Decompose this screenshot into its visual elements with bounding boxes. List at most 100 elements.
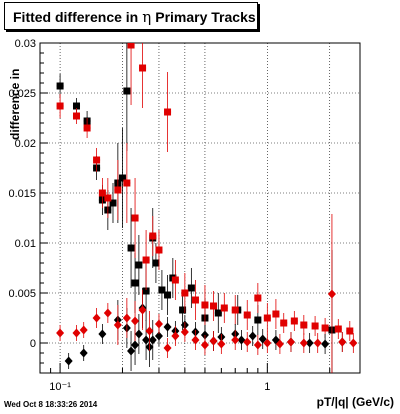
y-axis-label: difference in xyxy=(8,68,22,140)
data-point-diamond xyxy=(248,331,257,341)
data-point-square xyxy=(118,174,126,182)
data-point-diamond xyxy=(127,346,136,356)
data-point-diamond xyxy=(338,337,347,347)
data-point-square xyxy=(272,310,280,318)
data-point-square xyxy=(179,306,187,314)
data-point-diamond xyxy=(64,356,73,366)
data-point-square xyxy=(152,259,160,267)
data-point-diamond xyxy=(305,338,314,348)
y-tick-label: 0.03 xyxy=(15,38,36,50)
data-point-diamond xyxy=(299,338,308,348)
title-symbol: η xyxy=(142,8,152,26)
data-point-diamond xyxy=(180,327,189,337)
data-point-square xyxy=(300,321,308,329)
data-point-diamond xyxy=(327,289,336,299)
data-point-square xyxy=(201,301,209,309)
data-point-diamond xyxy=(243,337,252,347)
data-point-diamond xyxy=(79,348,88,358)
data-point-diamond xyxy=(79,325,88,335)
y-tick-label: 0 xyxy=(30,338,36,350)
data-point-diamond xyxy=(263,338,272,348)
data-point-square xyxy=(142,256,150,264)
data-point-diamond xyxy=(163,322,172,332)
data-point-square xyxy=(155,246,163,254)
data-point-diamond xyxy=(154,319,163,329)
data-point-square xyxy=(135,261,143,269)
data-point-square xyxy=(187,284,195,292)
y-tick-label: 0.025 xyxy=(8,88,36,100)
x-tick-label: 1 xyxy=(264,381,270,393)
data-point-square xyxy=(72,102,80,110)
data-group xyxy=(56,43,358,373)
data-point-diamond xyxy=(258,334,267,344)
data-point-diamond xyxy=(191,335,200,345)
data-point-square xyxy=(56,102,64,110)
data-point-square xyxy=(254,294,262,302)
data-point-diamond xyxy=(217,339,226,349)
data-point-square xyxy=(56,82,64,90)
data-point-square xyxy=(114,186,122,194)
data-point-square xyxy=(280,319,288,327)
data-point-diamond xyxy=(56,328,65,338)
data-point-square xyxy=(149,232,157,240)
data-point-square xyxy=(131,279,139,287)
data-point-square xyxy=(214,309,222,317)
data-point-square xyxy=(109,199,117,207)
y-tick-label: 0.01 xyxy=(15,238,36,250)
data-point-diamond xyxy=(349,338,358,348)
y-tick-label: 0.015 xyxy=(8,188,36,200)
data-point-square xyxy=(104,194,112,202)
data-point-square xyxy=(321,324,329,332)
data-point-square xyxy=(164,291,172,299)
data-point-square xyxy=(263,314,271,322)
data-point-diamond xyxy=(103,308,112,318)
y-tick-label: 0.02 xyxy=(15,138,36,150)
data-point-square xyxy=(171,276,179,284)
data-point-square xyxy=(93,156,101,164)
data-point-diamond xyxy=(237,335,246,345)
data-point-diamond xyxy=(92,313,101,323)
data-point-diamond xyxy=(142,335,151,345)
data-point-diamond xyxy=(72,328,81,338)
data-point-diamond xyxy=(171,331,180,341)
data-point-diamond xyxy=(163,343,172,353)
data-point-diamond xyxy=(200,340,209,350)
data-point-square xyxy=(210,302,218,310)
data-point-square xyxy=(346,327,354,335)
data-point-square xyxy=(131,214,139,222)
chart-title: Fitted difference in η Primary Tracks xyxy=(13,8,256,26)
data-point-diamond xyxy=(148,335,157,345)
data-point-square xyxy=(164,108,172,116)
data-point-square xyxy=(158,286,166,294)
data-point-square xyxy=(220,304,228,312)
data-point-square xyxy=(290,317,298,325)
data-point-diamond xyxy=(134,329,143,339)
data-point-diamond xyxy=(275,339,284,349)
data-point-square xyxy=(231,306,239,314)
data-point-square xyxy=(311,322,319,330)
data-point-square xyxy=(123,87,131,95)
data-point-square xyxy=(243,311,251,319)
data-point-square xyxy=(334,325,342,333)
data-point-diamond xyxy=(231,335,240,345)
data-point-square xyxy=(123,179,131,187)
data-point-square xyxy=(191,296,199,304)
timestamp: Wed Oct 8 18:33:26 2014 xyxy=(4,400,98,409)
data-point-diamond xyxy=(321,339,330,349)
data-point-diamond xyxy=(122,313,131,323)
data-point-square xyxy=(83,124,91,132)
data-point-diamond xyxy=(131,340,140,350)
y-tick-label: 0.005 xyxy=(8,288,36,300)
data-point-diamond xyxy=(154,331,163,341)
data-point-diamond xyxy=(253,340,262,350)
data-point-diamond xyxy=(145,326,154,336)
chart-title-box: Fitted difference in η Primary Tracks xyxy=(4,2,258,30)
data-point-diamond xyxy=(131,316,140,326)
data-point-diamond xyxy=(313,338,322,348)
data-point-diamond xyxy=(138,305,147,315)
data-point-diamond xyxy=(286,337,295,347)
data-point-diamond xyxy=(113,320,122,330)
data-point-square xyxy=(254,316,262,324)
data-point-square xyxy=(139,64,147,72)
